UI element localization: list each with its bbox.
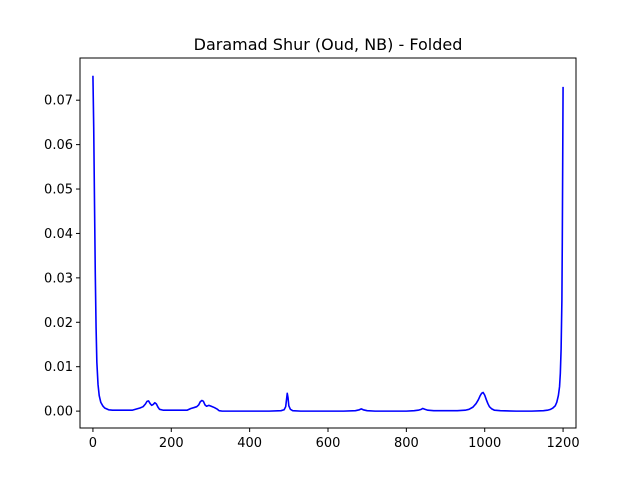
x-tick-label: 1000	[468, 436, 501, 451]
y-tick-label: 0.03	[44, 271, 73, 286]
x-tick-label: 1200	[547, 436, 580, 451]
x-tick-label: 800	[394, 436, 419, 451]
y-axis: 0.00 0.01 0.02 0.03 0.04 0.05 0.06 0.07	[44, 94, 80, 420]
y-tick-label: 0.06	[44, 138, 73, 153]
series-group	[92, 75, 564, 412]
y-tick-label: 0.04	[44, 227, 73, 242]
y-tick-label: 0.05	[44, 183, 73, 198]
x-tick-label: 600	[316, 436, 341, 451]
y-tick-label: 0.01	[44, 360, 73, 375]
x-tick-label: 0	[89, 436, 97, 451]
chart-title: Daramad Shur (Oud, NB) - Folded	[194, 35, 463, 54]
plot-frame	[79, 57, 577, 429]
y-tick-label: 0.07	[44, 94, 73, 109]
y-tick-label: 0.00	[44, 405, 73, 420]
x-tick-label: 400	[237, 436, 262, 451]
x-axis: 0 200 400 600 800 1000 1200	[89, 428, 580, 451]
y-tick-label: 0.02	[44, 316, 73, 331]
plot-area	[80, 58, 576, 428]
x-tick-label: 200	[159, 436, 184, 451]
